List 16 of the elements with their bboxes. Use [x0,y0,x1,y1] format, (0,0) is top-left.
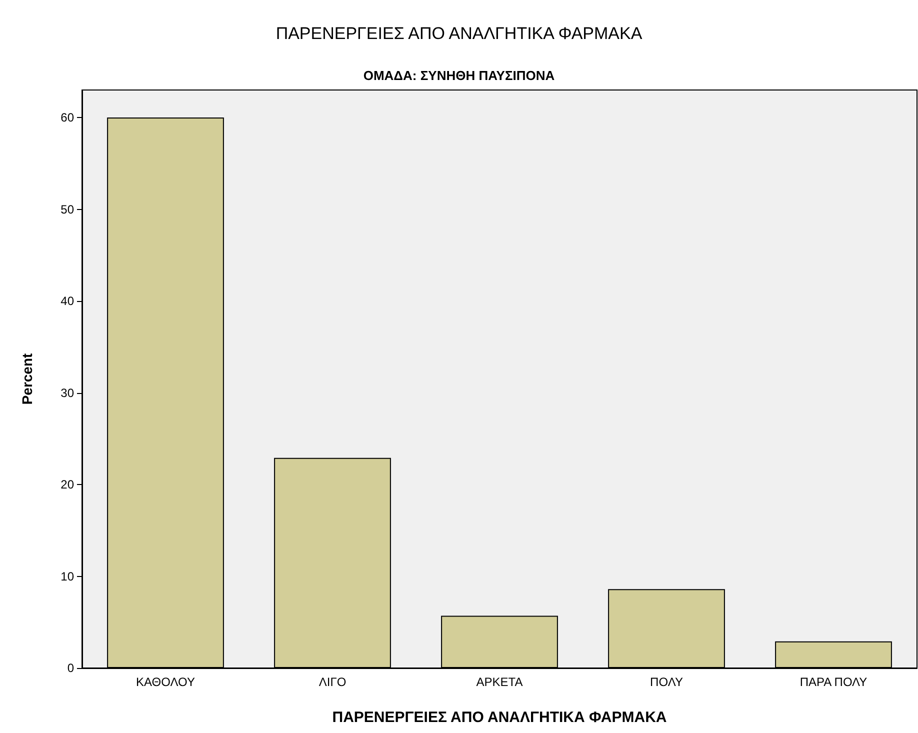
y-tick-label: 10 [60,569,74,584]
x-axis-title: ΠΑΡΕΝΕΡΓΕΙΕΣ ΑΠΟ ΑΝΑΛΓΗΤΙΚΑ ΦΑΡΜΑΚΑ [332,709,667,726]
y-tick-label: 60 [60,110,74,125]
x-tick-label: ΠΑΡΑ ΠΟΛΥ [800,675,868,689]
y-axis-title: Percent [19,352,35,405]
x-tick-label: ΠΟΛΥ [650,675,683,689]
chart-subtitle: ΟΜΑΔΑ: ΣΥΝΗΘΗ ΠΑΥΣΙΠΟΝΑ [363,68,556,83]
x-tick-label: ΑΡΚΕΤΑ [476,675,523,689]
x-tick-label: ΚΑΘΟΛΟΥ [136,675,195,689]
chart-title: ΠΑΡΕΝΕΡΓΕΙΕΣ ΑΠΟ ΑΝΑΛΓΗΤΙΚΑ ΦΑΡΜΑΚΑ [276,24,643,43]
y-tick-label: 30 [60,386,74,400]
x-tick-label: ΛΙΓΟ [318,675,346,689]
y-tick-label: 40 [60,294,74,308]
y-tick-label: 0 [67,661,74,675]
y-tick-label: 20 [60,478,74,492]
y-tick-label: 50 [60,202,74,216]
